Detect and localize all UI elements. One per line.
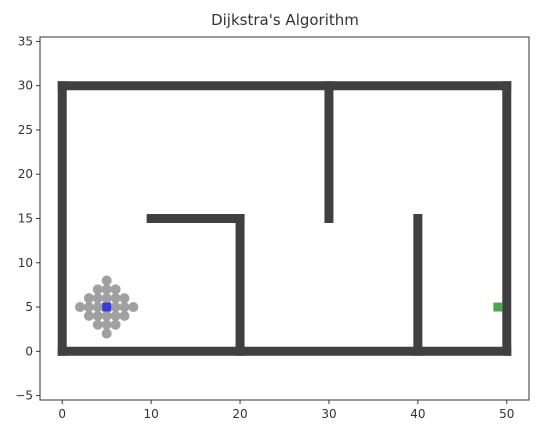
explored-node-16	[92, 310, 103, 321]
goal-node	[493, 302, 503, 312]
explored-node-0	[101, 275, 112, 286]
y-tick-label--5: −5	[15, 389, 33, 403]
x-tick-label-50: 50	[499, 407, 514, 421]
explored-node-22	[110, 319, 121, 330]
explored-node-9	[75, 302, 86, 313]
x-tick-label-0: 0	[58, 407, 66, 421]
x-tick-label-10: 10	[143, 407, 158, 421]
axes-frame	[39, 36, 530, 401]
y-tick-label-15: 15	[18, 212, 33, 226]
explored-layer	[75, 275, 139, 339]
walls-layer	[57, 81, 512, 356]
y-tick-label-30: 30	[18, 79, 33, 93]
y-tick-label-5: 5	[25, 300, 33, 314]
explored-node-19	[119, 310, 130, 321]
explored-node-5	[92, 293, 103, 304]
explored-node-14	[128, 302, 139, 313]
explored-node-6	[101, 293, 112, 304]
y-tick-label-20: 20	[18, 167, 33, 181]
explored-node-10	[83, 302, 94, 313]
chart-title: Dijkstra's Algorithm	[211, 11, 359, 29]
explored-node-13	[119, 302, 130, 313]
y-tick-label-10: 10	[18, 256, 33, 270]
x-tick-label-30: 30	[321, 407, 336, 421]
markers-layer	[102, 302, 503, 312]
y-tick-label-25: 25	[18, 123, 33, 137]
x-tick-label-40: 40	[410, 407, 425, 421]
explored-node-11	[92, 302, 103, 313]
explored-node-20	[92, 319, 103, 330]
explored-node-17	[101, 310, 112, 321]
x-axis: 0 10 20 30 40 50	[58, 400, 514, 421]
explored-node-18	[110, 310, 121, 321]
explored-node-7	[110, 293, 121, 304]
start-node	[102, 302, 112, 312]
explored-node-1	[92, 284, 103, 295]
y-tick-label-35: 35	[18, 34, 33, 48]
x-tick-label-20: 20	[232, 407, 247, 421]
explored-node-2	[101, 284, 112, 295]
explored-node-4	[83, 293, 94, 304]
y-axis: −5 0 5 10 15 20 25 30 35	[15, 34, 40, 403]
explored-node-3	[110, 284, 121, 295]
explored-node-21	[101, 319, 112, 330]
explored-node-23	[101, 328, 112, 339]
explored-node-8	[119, 293, 130, 304]
y-tick-label-0: 0	[25, 344, 33, 358]
explored-node-15	[83, 310, 94, 321]
explored-node-12	[110, 302, 121, 313]
